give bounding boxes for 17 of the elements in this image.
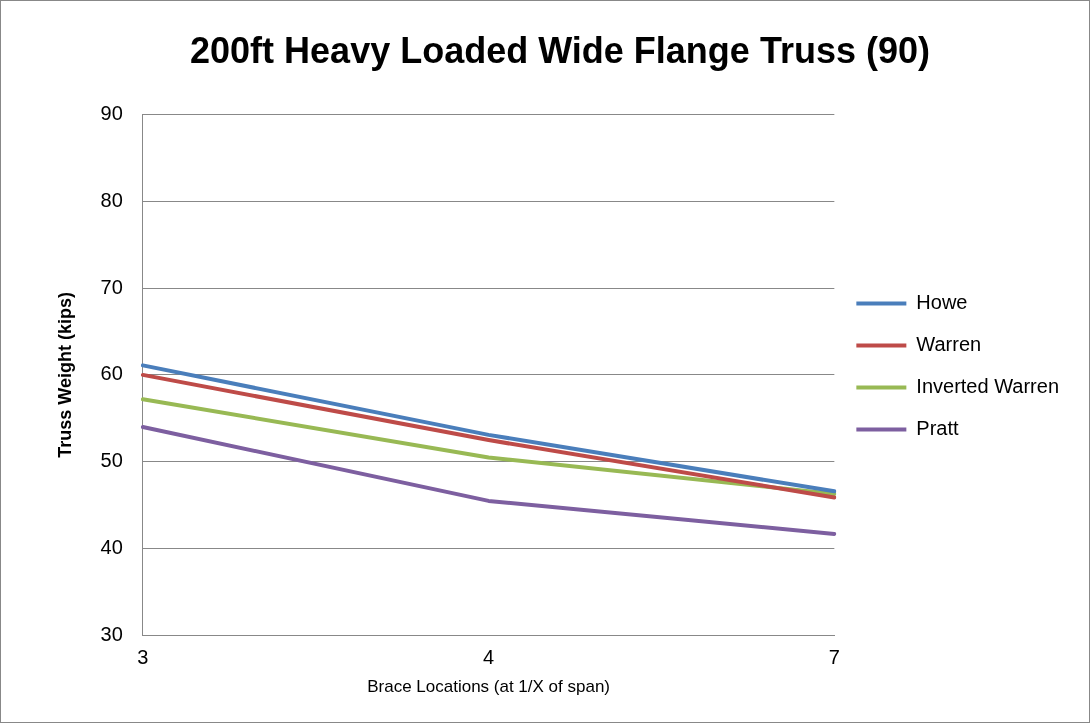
x-tick-label: 4 xyxy=(483,646,495,669)
y-tick-label: 90 xyxy=(100,101,123,124)
y-tick-label: 50 xyxy=(100,449,123,472)
y-tick-label: 70 xyxy=(100,275,123,298)
y-tick-label: 30 xyxy=(100,623,123,646)
legend-label: Howe xyxy=(916,291,968,314)
y-tick-label: 80 xyxy=(100,188,123,211)
x-tick-label: 3 xyxy=(137,646,149,669)
legend-label: Pratt xyxy=(916,417,960,440)
x-tick-label: 7 xyxy=(828,646,840,669)
y-tick-label: 60 xyxy=(100,362,123,385)
legend-label: Inverted Warren xyxy=(916,375,1060,398)
chart-title: 200ft Heavy Loaded Wide Flange Truss (90) xyxy=(190,29,930,71)
y-axis-title: Truss Weight (kips) xyxy=(54,292,75,458)
y-tick-label: 40 xyxy=(100,536,123,559)
legend-label: Warren xyxy=(916,333,982,356)
x-axis-title: Brace Locations (at 1/X of span) xyxy=(367,677,611,697)
